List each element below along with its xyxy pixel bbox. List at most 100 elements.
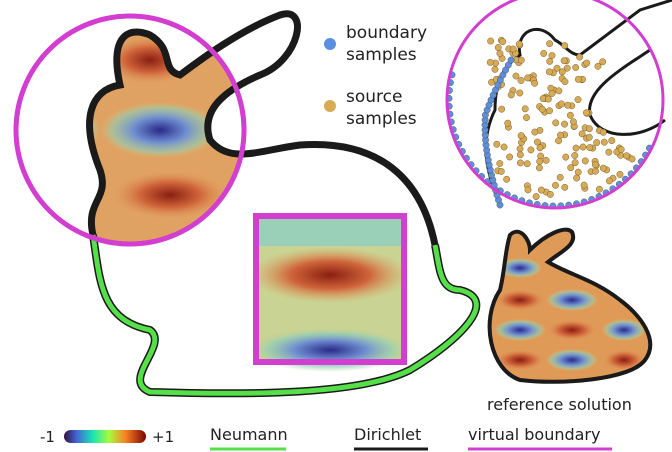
reference-label: reference solution (487, 395, 632, 414)
source-sample (540, 50, 548, 57)
source-sample (516, 89, 524, 97)
source-sample (491, 65, 499, 73)
source-sample (512, 72, 520, 80)
virtual-square (253, 213, 407, 365)
source-sample (486, 59, 494, 66)
source-sample (521, 105, 529, 113)
source-sample (585, 125, 593, 133)
source-sample (561, 78, 569, 86)
source-sample (487, 37, 495, 45)
source-sample (564, 101, 572, 109)
source-sample (542, 156, 550, 164)
source-sample (544, 95, 552, 103)
source-sample (580, 181, 588, 189)
source-sample (599, 164, 607, 172)
source-sample (496, 50, 504, 57)
source-sample (591, 161, 599, 169)
neumann-label: Neumann (210, 425, 288, 444)
source-sample (562, 153, 570, 161)
source-sample (560, 57, 568, 65)
source-sample (561, 183, 569, 191)
solution-field (89, 16, 244, 244)
virtual-circle (13, 13, 247, 247)
boundary-sample (507, 56, 515, 64)
source-sample (567, 164, 575, 172)
source-sample (553, 64, 561, 72)
source-sample (524, 74, 532, 82)
source-sample (531, 79, 539, 87)
source-sample (531, 128, 539, 136)
source-sample (572, 144, 580, 152)
source-sample (628, 155, 636, 163)
source-sample (523, 160, 531, 168)
dirichlet-boundary (86, 10, 439, 246)
source-sample (552, 181, 559, 189)
source-sample (504, 119, 512, 127)
source-sample (517, 159, 524, 167)
source-sample (516, 145, 524, 153)
source-sample (515, 40, 523, 48)
source-sample (558, 68, 566, 76)
source-sample (557, 131, 564, 139)
source-sample (498, 105, 506, 113)
source-sample (581, 157, 589, 165)
source-sample (535, 164, 543, 172)
square-field (250, 216, 410, 372)
source-sample (574, 96, 582, 103)
source-sample (536, 144, 544, 152)
source-sample (546, 40, 553, 48)
inset-virtual-circle (445, 0, 665, 210)
source-sample (579, 143, 587, 151)
source-sample (563, 64, 571, 72)
source-sample (548, 90, 556, 97)
boundary-sample-icon (324, 38, 336, 50)
source-sample (527, 146, 535, 154)
source-sample (599, 58, 607, 66)
source-sample (583, 59, 591, 67)
source-sample (605, 148, 613, 156)
source-sample (574, 168, 582, 176)
source-sample-icon (324, 100, 336, 112)
source-sample (558, 100, 565, 108)
source-sample (524, 186, 532, 194)
samples (445, 36, 653, 210)
source-sample (500, 143, 508, 151)
source-sample (499, 38, 507, 46)
source-sample (595, 185, 603, 193)
source-sample (534, 138, 541, 146)
source-sample (623, 152, 630, 160)
source-sample (605, 177, 613, 185)
source-sample (576, 53, 584, 61)
source-sample (593, 139, 601, 146)
source-sample (517, 56, 525, 64)
source-sample (585, 133, 593, 141)
reference-field (489, 229, 651, 382)
source-sample (594, 62, 602, 70)
source-sample (571, 152, 579, 159)
reference-outline (487, 227, 653, 384)
source-sample (583, 109, 590, 117)
source-sample (608, 137, 616, 144)
source-samples-label: source samples (346, 87, 417, 129)
virtual-label: virtual boundary (468, 425, 601, 444)
colorbar-min: -1 (40, 428, 55, 446)
source-sample (545, 68, 553, 76)
source-sample (536, 158, 544, 165)
dirichlet-label: Dirichlet (354, 425, 422, 444)
source-sample (493, 140, 501, 148)
source-sample (516, 151, 524, 159)
source-sample (571, 159, 579, 167)
source-sample (570, 118, 577, 126)
source-sample (546, 107, 553, 115)
colorbar (64, 430, 146, 443)
source-sample (538, 186, 545, 194)
source-sample (546, 57, 554, 65)
source-sample (552, 119, 560, 127)
source-sample (574, 75, 582, 83)
source-sample (507, 91, 515, 99)
source-sample (592, 167, 599, 175)
source-sample (496, 160, 504, 167)
source-sample (572, 64, 580, 71)
